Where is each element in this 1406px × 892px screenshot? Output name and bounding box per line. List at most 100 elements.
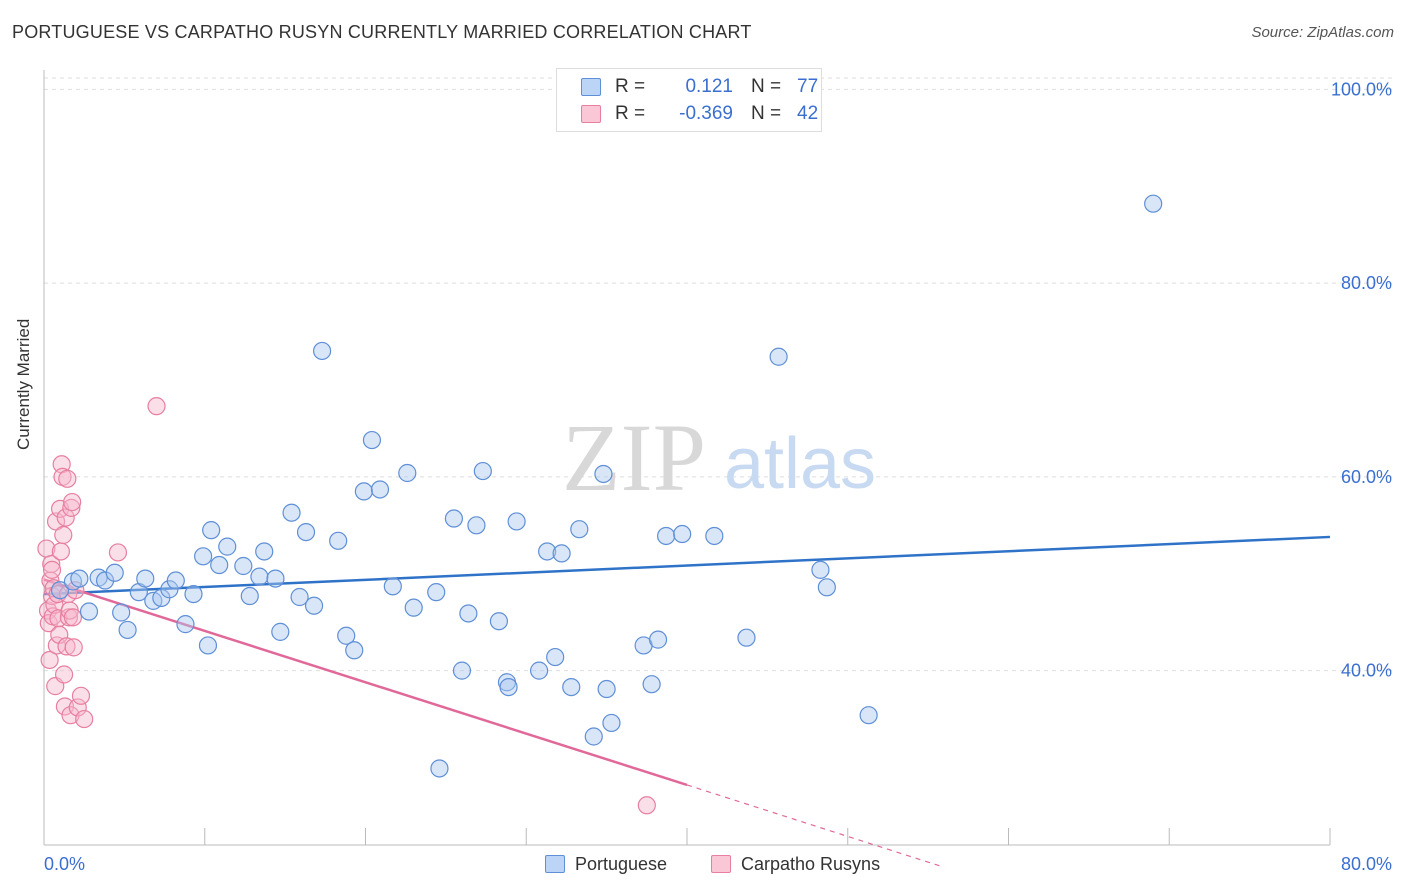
portuguese-point	[202, 521, 221, 540]
legend-row-carpatho: R = -0.369 N = 42	[581, 102, 818, 126]
x-tick-label-min: 0.0%	[44, 854, 85, 874]
legend-r-portuguese: 0.121	[685, 76, 733, 97]
carpatho-point	[54, 665, 74, 684]
portuguese-point	[430, 759, 449, 778]
carpatho-point	[108, 543, 128, 562]
portuguese-point	[312, 341, 332, 361]
portuguese-point	[255, 542, 274, 561]
portuguese-point	[597, 679, 616, 699]
portuguese-point	[218, 537, 237, 556]
portuguese-point	[95, 571, 115, 590]
carpatho-point	[40, 650, 59, 670]
legend-r-label: R =	[615, 76, 646, 97]
carpatho-point	[58, 469, 77, 488]
portuguese-point	[136, 569, 155, 588]
portuguese-point	[329, 531, 348, 550]
portuguese-point	[459, 604, 478, 623]
source-label: Source: ZipAtlas.com	[1251, 24, 1394, 41]
carpatho-point	[71, 686, 91, 705]
legend-n-carpatho: 42	[797, 103, 819, 124]
carpatho-point	[42, 560, 62, 579]
legend-n-portuguese: 77	[797, 76, 819, 97]
portuguese-point	[673, 524, 692, 544]
legend-n-label-2: N =	[751, 103, 782, 124]
chart-title: PORTUGUESE VS CARPATHO RUSYN CURRENTLY M…	[12, 22, 752, 42]
legend-n-label: N =	[751, 76, 782, 97]
portuguese-point	[383, 577, 402, 596]
tick-labels: 40.0% 60.0% 80.0% 100.0% 0.0% 80.0%	[44, 79, 1392, 874]
portuguese-point	[769, 347, 788, 366]
carpatho-point	[64, 638, 83, 657]
carpatho-point	[63, 492, 82, 512]
portuguese-point	[570, 520, 589, 539]
portuguese-point	[210, 555, 229, 575]
portuguese-point	[859, 706, 878, 725]
watermark: ZIP atlas	[562, 404, 876, 511]
portuguese-point	[166, 571, 185, 590]
carpatho-point	[147, 397, 166, 416]
legend-swatch-blue	[581, 78, 601, 96]
carpatho-point	[68, 698, 87, 717]
carpatho-point	[54, 525, 73, 545]
y-tick-label: 60.0%	[1341, 467, 1392, 487]
y-axis-label: Currently Married	[14, 318, 33, 450]
portuguese-point	[345, 641, 364, 660]
y-tick-label: 80.0%	[1341, 273, 1392, 293]
portuguese-point	[118, 620, 137, 640]
bottom-legend-carpatho: Carpatho Rusyns	[711, 852, 880, 876]
carpatho-point	[59, 608, 79, 627]
y-tick-label: 100.0%	[1331, 79, 1392, 99]
portuguese-point	[452, 661, 472, 680]
portuguese-point	[354, 482, 373, 501]
watermark-atlas: atlas	[724, 424, 876, 504]
portuguese-point	[594, 464, 613, 484]
carpatho-point	[637, 796, 656, 815]
portuguese-point	[1144, 194, 1163, 213]
portuguese-point	[240, 586, 259, 606]
portuguese-point	[584, 727, 603, 746]
bottom-swatch-pink	[711, 855, 731, 873]
bottom-legend-label-carpatho: Carpatho Rusyns	[741, 853, 881, 874]
portuguese-point	[50, 581, 70, 600]
portuguese-point	[198, 636, 218, 655]
x-tick-label-max: 80.0%	[1341, 854, 1392, 874]
portuguese-point	[362, 430, 382, 450]
portuguese-point	[337, 626, 356, 645]
carpatho-point	[42, 554, 61, 574]
portuguese-point	[562, 677, 581, 697]
portuguese-point	[538, 542, 557, 561]
portuguese-point	[370, 480, 390, 499]
portuguese-point	[467, 516, 486, 535]
portuguese-point	[404, 598, 423, 617]
axes	[43, 70, 1331, 846]
portuguese-point	[70, 569, 89, 588]
portuguese-point	[398, 463, 417, 483]
portuguese-point	[552, 544, 571, 563]
portuguese-point	[194, 547, 213, 566]
trend-lines	[43, 535, 1331, 868]
portuguese-point	[266, 569, 285, 588]
portuguese-point	[304, 596, 324, 615]
bottom-legend-portuguese: Portuguese	[545, 852, 667, 876]
portuguese-point	[250, 567, 269, 586]
y-tick-label: 40.0%	[1341, 661, 1392, 681]
carpatho-point	[62, 498, 81, 517]
portuguese-point	[499, 677, 518, 697]
portuguese-point	[642, 675, 661, 694]
portuguese-point	[657, 526, 676, 546]
legend-r-label-2: R =	[615, 103, 646, 124]
bottom-legend-label-portuguese: Portuguese	[575, 853, 668, 874]
portuguese-point	[705, 526, 724, 546]
bottom-swatch-blue	[545, 855, 565, 873]
carpatho-point	[75, 709, 94, 729]
portuguese-points	[50, 194, 1163, 778]
legend-r-carpatho: -0.369	[679, 103, 733, 124]
portuguese-point	[507, 512, 526, 531]
portuguese-point	[546, 647, 565, 667]
portuguese-point	[444, 509, 464, 528]
portuguese-point	[817, 578, 836, 597]
portuguese-point	[184, 584, 203, 604]
legend-swatch-pink	[581, 105, 601, 123]
portuguese-point	[602, 713, 621, 733]
